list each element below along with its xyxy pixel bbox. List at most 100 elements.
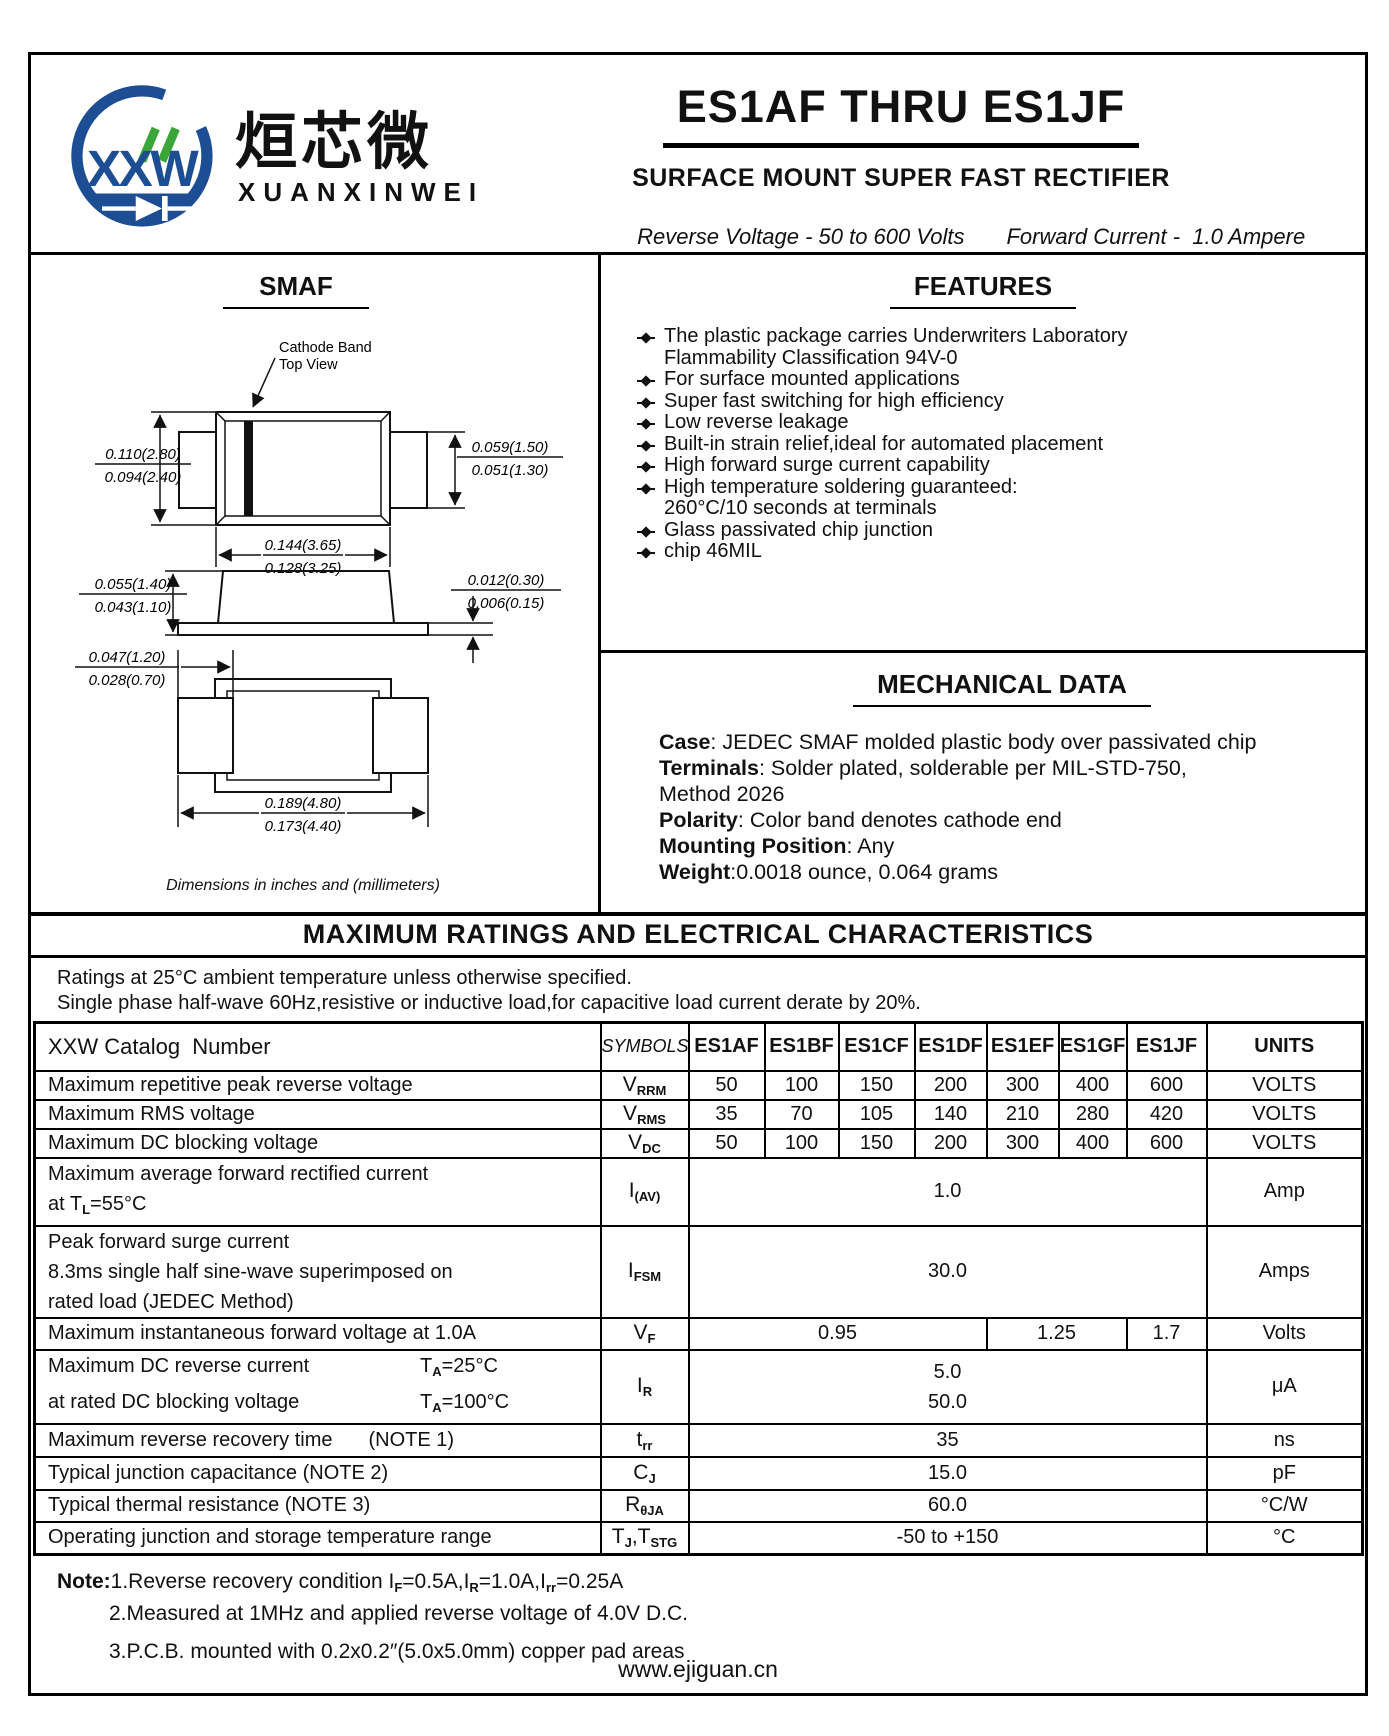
diode-symbol-icon [162,196,168,221]
diamond-bullet-icon [637,334,664,344]
value: 400 [1057,1127,1128,1159]
top-view-dim-lines [95,411,563,567]
table-row-cj: Typical junction capacitance (NOTE 2) CJ… [33,1455,1364,1491]
col-header-device: ES1AF [687,1021,766,1072]
value: 105 [837,1098,916,1130]
param-label: Peak forward surge current 8.3ms single … [33,1224,602,1319]
value: 50 [687,1069,766,1101]
param-label: Maximum DC blocking voltage [33,1127,602,1159]
notes-section: Note:1.Reverse recovery condition IF=0.5… [57,1570,1365,1664]
feature-line: Built-in strain relief,ideal for automat… [664,432,1104,455]
top-view-callout: Top View [279,357,338,373]
feature-line: For surface mounted applications [664,368,960,390]
unit: VOLTS [1205,1127,1364,1159]
table-row-ifsm: Peak forward surge current 8.3ms single … [33,1224,1364,1319]
ratings-condition-line: Ratings at 25°C ambient temperature unle… [57,967,632,989]
symbol: I(AV) [599,1156,690,1227]
col-header-catalog: XXW Catalog Number [33,1021,602,1072]
feature-line: High forward surge current capability [664,454,990,476]
dimensions-caption: Dimensions in inches and (millimeters) [166,877,440,894]
value: 60.0 [687,1488,1208,1523]
diamond-bullet-icon [637,442,664,452]
param-label: Maximum instantaneous forward voltage at… [33,1316,602,1351]
col-header-device: ES1DF [913,1021,988,1072]
dim-body-width-max: 0.144(3.65) [265,537,342,554]
diamond-bullet-icon [637,485,664,495]
feature-line: Low reverse leakage [664,411,849,433]
mech-polarity: Polarity: Color band denotes cathode end [659,808,1062,832]
logo-green-slash [137,126,160,163]
value: 0.95 [687,1316,988,1351]
list-item: chip 46MIL [637,540,1365,563]
package-dimension-drawing: Cathode Band Top View [75,340,563,835]
value: 140 [913,1098,988,1130]
dim-overall-length-max: 0.189(4.80) [265,795,342,812]
mech-terminals: Terminals: Solder plated, solderable per… [659,756,1187,780]
dim-standoff-max: 0.012(0.30) [468,572,545,589]
unit: Volts [1205,1316,1364,1351]
value: -50 to +150 [687,1520,1208,1556]
list-item: Glass passivated chip junction [637,519,1365,542]
feature-line: Flammability Classification 94V-0 [664,346,958,369]
value: 150 [837,1069,916,1101]
value: 35 [687,1098,766,1130]
ratings-summary: Reverse Voltage - 50 to 600 Volts Forward… [576,198,1305,276]
feature-line: 260°C/10 seconds at terminals [664,497,937,519]
unit: ns [1205,1422,1364,1458]
dim-body-height-min: 0.094(2.40) [105,469,182,486]
package-name: SMAF [223,271,369,309]
value: 50 [687,1127,766,1159]
col-header-symbols: SYMBOLS [599,1021,690,1072]
param-label: Maximum DC reverse current TA=25°C at rat… [33,1348,602,1425]
note-3: 3.P.C.B. mounted with 0.2x0.2″(5.0x5.0mm… [109,1640,685,1663]
mech-mounting: Mounting Position: Any [659,834,895,858]
list-item: The plastic package carries Underwriters… [637,325,1365,369]
value: 280 [1057,1098,1128,1130]
value: 300 [985,1069,1060,1101]
cathode-band [244,421,253,516]
feature-line: The plastic package carries Underwriters… [664,325,1128,347]
top-view-dim-labels: 0.110(2.80) 0.094(2.40) 0.059(1.50) 0.05… [105,439,549,577]
side-view-outline [177,570,429,636]
value: 200 [913,1127,988,1159]
value: 100 [763,1127,840,1159]
list-item: High forward surge current capability [637,454,1365,477]
dim-body-thickness-max: 0.055(1.40) [95,576,172,593]
unit: VOLTS [1205,1098,1364,1130]
diamond-bullet-icon [637,420,664,430]
mech-weight: Weight:0.0018 ounce, 0.064 grams [659,860,999,884]
bottom-view-outline [214,678,392,793]
title-block: ES1AF THRU ES1JF SURFACE MOUNT SUPER FAS… [576,81,1305,276]
ratings-band-title: MAXIMUM RATINGS AND ELECTRICAL CHARACTER… [31,912,1365,958]
ratings-conditions: Ratings at 25°C ambient temperature unle… [31,958,1365,1021]
device-type-subtitle: SURFACE MOUNT SUPER FAST RECTIFIER [632,164,1170,192]
side-view-dim-lines [79,570,561,663]
info-panel: FEATURES The plastic package carries Und… [601,255,1365,912]
part-number-title: ES1AF THRU ES1JF [662,81,1140,148]
dim-standoff-min: 0.006(0.15) [468,595,545,612]
company-logo: XXW 烜芯微 XUANXINWEI [67,81,567,241]
page-frame: XXW 烜芯微 XUANXINWEI ES1AF THRU ES1JF SURF… [28,52,1368,1696]
note-1: Note:1.Reverse recovery condition IF=0.5… [57,1570,624,1595]
param-label: Typical junction capacitance (NOTE 2) [33,1455,602,1491]
dim-lead-width-max: 0.059(1.50) [472,439,549,456]
mechanical-data-heading: MECHANICAL DATA [853,669,1151,707]
unit: °C/W [1205,1488,1364,1523]
list-item: Low reverse leakage [637,411,1365,434]
value: 1.0 [687,1156,1208,1227]
table-header-row: XXW Catalog Number SYMBOLS ES1AF ES1BF E… [33,1021,1364,1072]
forward-current-rating: Forward Current - 1.0 Ampere [1006,224,1306,249]
col-header-device: ES1GF [1057,1021,1128,1072]
symbol: CJ [599,1455,690,1491]
list-item: High temperature soldering guaranteed: 26… [637,476,1365,520]
logo-monogram: XXW [87,140,199,197]
features-heading: FEATURES [889,271,1077,309]
symbol: IFSM [599,1224,690,1319]
package-drawing-panel: SMAF [31,255,601,912]
value: 1.7 [1125,1316,1208,1351]
diamond-bullet-icon [637,377,664,387]
table-row-tstg: Operating junction and storage temperatu… [33,1520,1364,1556]
list-item: Built-in strain relief,ideal for automat… [637,432,1365,456]
note-2: 2.Measured at 1MHz and applied reverse v… [109,1602,688,1625]
